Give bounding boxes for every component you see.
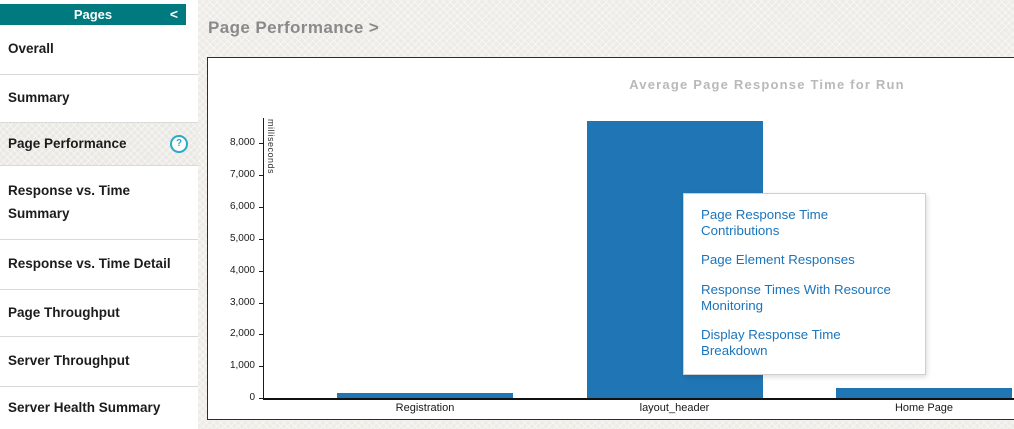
sidebar-header: Pages < <box>0 4 186 25</box>
sidebar-item-label: Summary <box>8 90 70 106</box>
y-tick-label: 4,000 <box>229 264 255 276</box>
page-title-breadcrumb[interactable]: Page Performance > <box>208 18 380 37</box>
y-tick-label: 0 <box>249 392 255 403</box>
y-tick-mark <box>259 175 263 177</box>
pages-sidebar: Pages < Overall Summary Page Performance… <box>0 0 198 429</box>
y-tick-label: 1,000 <box>229 360 255 372</box>
y-tick-mark <box>259 143 263 145</box>
y-tick-label: 7,000 <box>229 169 255 181</box>
y-tick-mark <box>259 302 263 304</box>
y-tick-label: 2,000 <box>229 328 255 340</box>
y-tick-mark <box>259 334 263 336</box>
y-tick-label: 6,000 <box>229 201 255 213</box>
menu-item-page-element-responses[interactable]: Page Element Responses <box>701 252 855 268</box>
sidebar-item-summary[interactable]: Summary <box>0 75 198 123</box>
sidebar-item-overall[interactable]: Overall <box>0 25 198 75</box>
sidebar-item-label: Server Health Summary <box>8 399 161 415</box>
context-menu: Page Response Time Contributions Page El… <box>683 193 926 375</box>
y-tick-label: 3,000 <box>229 296 255 308</box>
sidebar-item-label: Page Performance <box>8 135 127 151</box>
sidebar-list: Overall Summary Page Performance ? Respo… <box>0 25 198 429</box>
sidebar-item-label: Server Throughput <box>8 353 130 369</box>
y-tick-mark <box>259 238 263 240</box>
sidebar-item-server-throughput[interactable]: Server Throughput <box>0 337 198 387</box>
sidebar-item-page-performance[interactable]: Page Performance ? <box>0 123 198 166</box>
bar-chart-plot <box>263 118 1014 400</box>
menu-item-response-times-with-resource-monitoring[interactable]: Response Times With Resource Monitoring <box>701 282 891 313</box>
bar-Registration[interactable] <box>337 393 513 398</box>
y-tick-mark <box>259 366 263 368</box>
sidebar-item-response-vs-time-summary[interactable]: Response vs. Time Summary <box>0 166 198 240</box>
y-tick-label: 8,000 <box>229 137 255 149</box>
y-tick-mark <box>259 398 263 399</box>
chart-title: Average Page Response Time for Run <box>629 77 905 92</box>
sidebar-item-page-throughput[interactable]: Page Throughput <box>0 290 198 337</box>
help-icon[interactable]: ? <box>170 135 188 153</box>
sidebar-title: Pages <box>73 7 113 22</box>
y-tick-mark <box>259 270 263 272</box>
y-tick-label: 5,000 <box>229 232 255 244</box>
sidebar-item-response-vs-time-detail[interactable]: Response vs. Time Detail <box>0 240 198 290</box>
menu-item-page-response-time-contributions[interactable]: Page Response Time Contributions <box>701 207 829 238</box>
y-axis-label: milliseconds <box>266 119 276 175</box>
sidebar-item-label: Response vs. Time Summary <box>8 183 131 221</box>
bar-Home Page[interactable] <box>836 388 1012 398</box>
y-tick-mark <box>259 207 263 209</box>
sidebar-item-label: Response vs. Time Detail <box>8 256 171 272</box>
menu-item-display-response-time-breakdown[interactable]: Display Response Time Breakdown <box>701 327 841 359</box>
x-category-label: layout_header <box>639 402 710 414</box>
x-category-label: Registration <box>395 402 455 414</box>
collapse-sidebar-icon[interactable]: < <box>169 6 178 22</box>
x-category-label: Home Page <box>894 402 954 414</box>
sidebar-item-label: Overall <box>8 41 54 57</box>
sidebar-item-server-health-summary[interactable]: Server Health Summary <box>0 387 198 429</box>
sidebar-item-label: Page Throughput <box>8 304 120 320</box>
